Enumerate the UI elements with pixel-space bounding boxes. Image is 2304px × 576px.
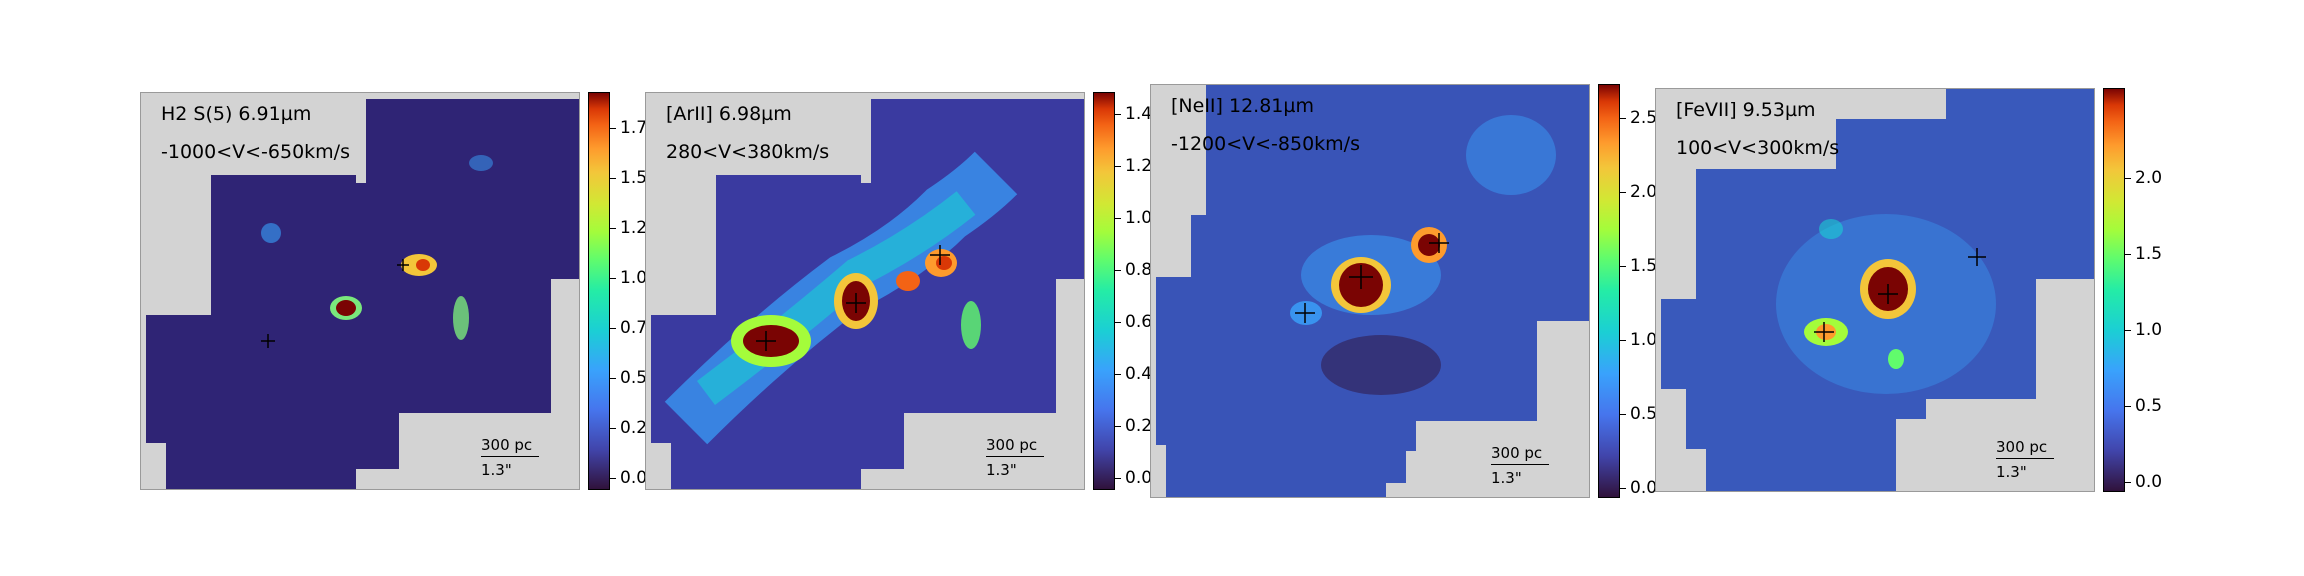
scalebar-arcsec: 1.3" [986, 461, 1017, 479]
colorbar-tick: 1.0 [2124, 320, 2163, 340]
scalebar-line [1491, 464, 1549, 465]
colorbar-tick: 0.4 [1114, 364, 1153, 384]
map-h2-image [146, 99, 579, 489]
map-fevii: [FeVII] 9.53µm 100<V<300km/s 300 pc 1.3" [1655, 88, 2095, 492]
map-h2: H2 S(5) 6.91µm -1000<V<-650km/s 300 pc 1… [140, 92, 580, 490]
panel-h2-scalebar: 300 pc 1.3" [481, 436, 539, 479]
colorbar-tick: 2.5 [1619, 108, 1658, 128]
colorbar-tick: 0.8 [1114, 260, 1153, 280]
map-neii-image [1156, 85, 1589, 497]
map-arii: [ArII] 6.98µm 280<V<380km/s 300 pc 1.3" [645, 92, 1085, 490]
panel-neii-line-label: [NeII] 12.81µm [1171, 95, 1314, 117]
scalebar-line [1996, 458, 2054, 459]
colorbar-tick: 0.0 [1114, 468, 1153, 488]
scalebar-pc: 300 pc [1996, 438, 2048, 456]
colorbar-tick: 1.2 [1114, 156, 1153, 176]
panel-arii-scalebar: 300 pc 1.3" [986, 436, 1044, 479]
panel-fevii-line-label: [FeVII] 9.53µm [1676, 99, 1816, 121]
colorbar-tick: 0.2 [1114, 416, 1153, 436]
colorbar-tick: 0.5 [1619, 404, 1658, 424]
panel-arii-velocity-label: 280<V<380km/s [666, 141, 830, 163]
scalebar-arcsec: 1.3" [481, 461, 512, 479]
colorbar-neii [1598, 84, 1620, 498]
colorbar-tick: 0.6 [1114, 312, 1153, 332]
colorbar-fevii [2103, 88, 2125, 492]
panel-h2-line-label: H2 S(5) 6.91µm [161, 103, 312, 125]
colorbar-tick: 2.0 [2124, 168, 2163, 188]
colorbar-tick: 0.0 [1619, 478, 1658, 498]
panel-arii-line-label: [ArII] 6.98µm [666, 103, 792, 125]
colorbar-tick: 1.5 [2124, 244, 2163, 264]
colorbar-tick: 1.0 [1619, 330, 1658, 350]
scalebar-arcsec: 1.3" [1491, 469, 1522, 487]
scalebar-pc: 300 pc [1491, 444, 1543, 462]
panel-fevii-scalebar: 300 pc 1.3" [1996, 438, 2054, 481]
colorbar-h2 [588, 92, 610, 490]
colorbar-tick: 1.5 [1619, 256, 1658, 276]
panel-neii-scalebar: 300 pc 1.3" [1491, 444, 1549, 487]
scalebar-line [986, 456, 1044, 457]
colorbar-tick: 1.0 [1114, 208, 1153, 228]
scalebar-arcsec: 1.3" [1996, 463, 2027, 481]
scalebar-pc: 300 pc [986, 436, 1038, 454]
colorbar-tick: 0.0 [2124, 472, 2163, 492]
panel-neii-velocity-label: -1200<V<-850km/s [1171, 133, 1360, 155]
colorbar-arii [1093, 92, 1115, 490]
scalebar-pc: 300 pc [481, 436, 533, 454]
colorbar-tick: 1.4 [1114, 104, 1153, 124]
panel-h2-velocity-label: -1000<V<-650km/s [161, 141, 350, 163]
map-neii: [NeII] 12.81µm -1200<V<-850km/s 300 pc 1… [1150, 84, 1590, 498]
panel-fevii-velocity-label: 100<V<300km/s [1676, 137, 1840, 159]
map-fevii-image [1661, 89, 2094, 491]
map-arii-image [651, 99, 1084, 489]
colorbar-tick: 2.0 [1619, 182, 1658, 202]
scalebar-line [481, 456, 539, 457]
colorbar-tick: 0.5 [2124, 396, 2163, 416]
